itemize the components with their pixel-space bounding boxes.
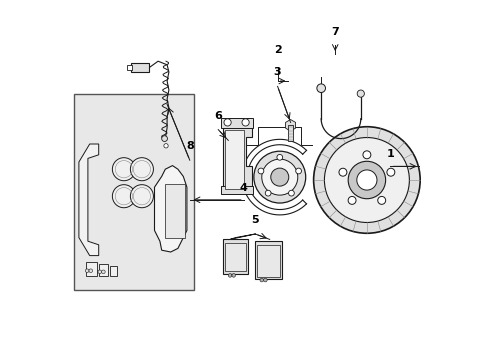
Circle shape — [386, 168, 394, 176]
Circle shape — [258, 168, 264, 174]
Circle shape — [89, 269, 92, 273]
Text: 8: 8 — [185, 141, 193, 151]
Circle shape — [270, 168, 288, 186]
Circle shape — [231, 274, 235, 277]
Text: 3: 3 — [273, 67, 281, 77]
Bar — [221, 118, 253, 128]
Bar — [99, 264, 107, 276]
Bar — [109, 266, 117, 276]
Circle shape — [102, 270, 105, 274]
Bar — [221, 186, 253, 194]
Bar — [287, 125, 292, 141]
Circle shape — [242, 119, 249, 126]
Polygon shape — [285, 120, 295, 131]
Circle shape — [85, 269, 89, 273]
Circle shape — [313, 127, 419, 233]
Circle shape — [261, 159, 297, 195]
Bar — [127, 65, 132, 70]
Text: 5: 5 — [251, 215, 259, 225]
Polygon shape — [79, 144, 99, 256]
Circle shape — [163, 144, 168, 148]
Circle shape — [316, 84, 325, 93]
Circle shape — [347, 197, 355, 204]
Circle shape — [276, 154, 282, 160]
Circle shape — [112, 185, 135, 208]
Circle shape — [130, 185, 153, 208]
Circle shape — [324, 138, 408, 222]
Bar — [224, 243, 245, 271]
Bar — [86, 262, 97, 276]
Bar — [223, 239, 247, 274]
Circle shape — [338, 168, 346, 176]
Circle shape — [377, 197, 385, 204]
Bar — [131, 63, 149, 72]
Bar — [73, 94, 194, 290]
Polygon shape — [164, 184, 185, 238]
Text: 1: 1 — [386, 149, 393, 159]
Circle shape — [130, 158, 153, 181]
Circle shape — [356, 170, 376, 190]
Text: 2: 2 — [273, 45, 281, 55]
Circle shape — [253, 151, 305, 203]
Circle shape — [98, 270, 102, 274]
Polygon shape — [224, 130, 244, 189]
Circle shape — [260, 278, 263, 282]
Circle shape — [263, 278, 266, 282]
Text: 4: 4 — [239, 183, 247, 193]
Circle shape — [356, 90, 364, 97]
Circle shape — [347, 161, 385, 199]
Text: 7: 7 — [331, 27, 338, 37]
Circle shape — [162, 136, 167, 141]
Circle shape — [288, 190, 294, 196]
Circle shape — [112, 158, 135, 181]
Polygon shape — [223, 126, 251, 191]
Circle shape — [224, 119, 231, 126]
Circle shape — [295, 168, 301, 174]
Circle shape — [228, 274, 231, 277]
Polygon shape — [154, 166, 186, 252]
Bar — [257, 245, 280, 277]
Text: 6: 6 — [214, 111, 222, 121]
Circle shape — [362, 151, 370, 159]
Circle shape — [264, 190, 270, 196]
Bar — [255, 241, 282, 279]
